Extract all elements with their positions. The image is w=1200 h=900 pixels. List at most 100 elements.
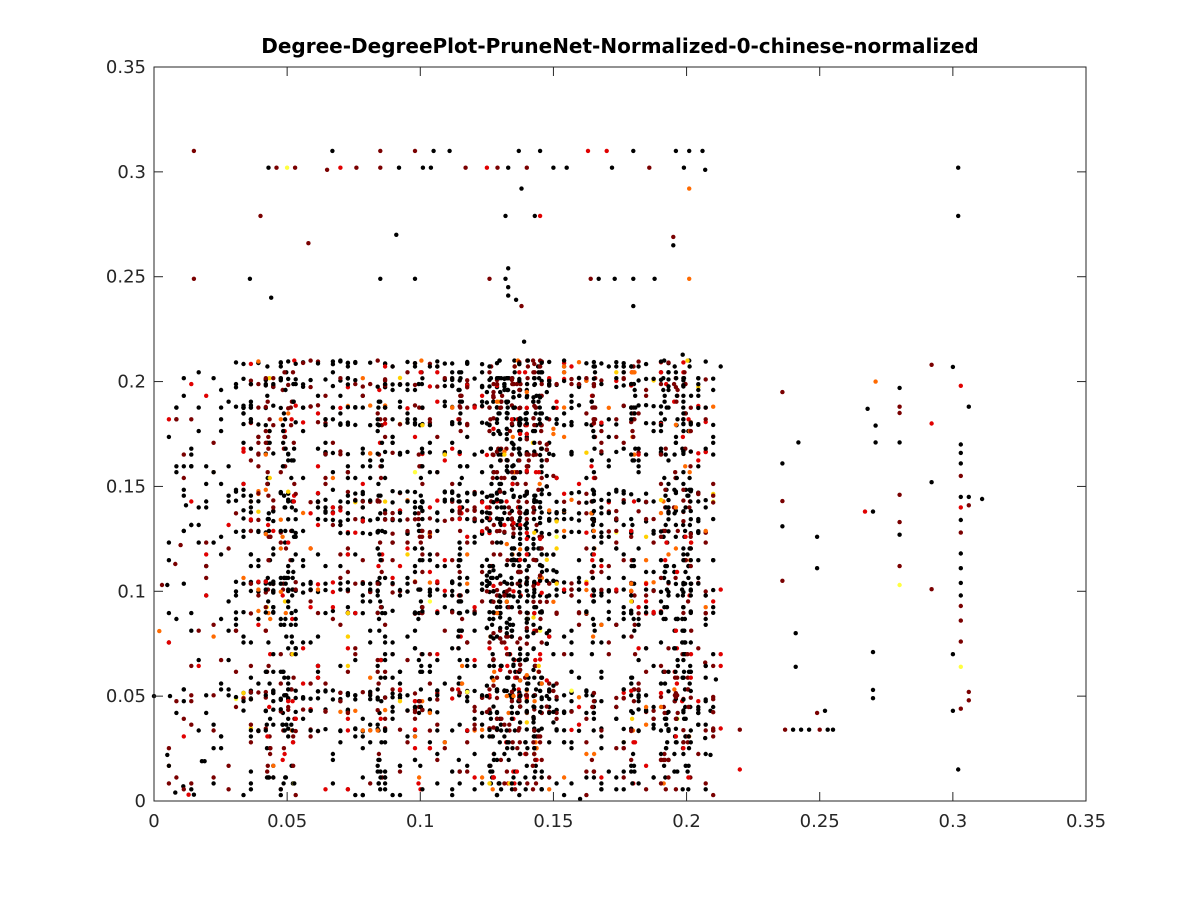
data-point — [672, 687, 677, 692]
data-point — [524, 599, 530, 604]
data-point — [569, 669, 574, 674]
data-point — [534, 522, 539, 528]
data-point — [524, 699, 529, 704]
data-point — [379, 458, 385, 463]
data-point — [181, 699, 186, 704]
data-point — [599, 675, 604, 680]
data-point — [703, 540, 708, 545]
data-point — [494, 587, 500, 593]
data-point — [643, 704, 649, 710]
data-point — [484, 165, 490, 170]
data-point — [711, 587, 716, 593]
data-point — [368, 518, 373, 523]
data-point — [737, 727, 742, 732]
data-point — [599, 787, 604, 792]
data-point — [166, 610, 172, 616]
data-point — [442, 628, 447, 633]
data-point — [290, 699, 295, 704]
data-point — [457, 528, 463, 534]
data-point — [711, 376, 716, 381]
data-point — [308, 377, 313, 383]
data-point — [457, 421, 462, 426]
data-point — [958, 505, 963, 510]
data-point — [457, 675, 462, 680]
data-point — [418, 493, 423, 498]
data-point — [696, 422, 701, 427]
data-point — [621, 522, 626, 528]
data-point — [673, 376, 679, 381]
data-point — [688, 531, 693, 537]
data-point — [539, 726, 544, 731]
data-point — [537, 515, 543, 521]
data-point — [211, 746, 216, 751]
data-point — [487, 781, 492, 786]
data-point — [286, 458, 291, 463]
data-point — [688, 420, 693, 426]
data-point — [233, 593, 239, 598]
data-point — [265, 763, 270, 768]
data-point — [282, 540, 288, 545]
data-point — [511, 534, 516, 539]
data-point — [658, 359, 664, 364]
data-point — [427, 669, 433, 674]
data-point — [591, 405, 597, 410]
data-point — [278, 417, 283, 422]
data-point — [547, 359, 552, 365]
data-point — [181, 376, 186, 381]
data-point — [288, 423, 294, 428]
data-point — [419, 358, 424, 363]
data-point — [271, 652, 276, 657]
data-point — [472, 452, 477, 457]
y-tick-label: 0 — [135, 791, 146, 812]
data-point — [517, 362, 522, 367]
data-point — [591, 690, 597, 696]
data-point — [226, 522, 231, 528]
data-point — [509, 787, 515, 792]
data-point — [491, 568, 496, 573]
data-point — [505, 663, 510, 669]
data-point — [282, 675, 287, 680]
data-point — [241, 708, 246, 713]
data-point — [547, 381, 552, 387]
data-point — [711, 605, 716, 610]
data-point — [405, 740, 410, 745]
data-point — [688, 581, 693, 586]
data-point — [505, 516, 511, 522]
data-point — [517, 510, 523, 515]
data-point — [488, 769, 493, 774]
data-point — [569, 423, 574, 428]
data-point — [544, 484, 549, 489]
data-point — [506, 266, 511, 271]
data-point — [503, 276, 508, 281]
data-point — [569, 628, 574, 633]
data-point — [532, 775, 537, 780]
data-point — [531, 631, 536, 636]
data-point — [517, 446, 522, 451]
data-point — [531, 693, 536, 699]
data-point — [658, 589, 664, 594]
data-point — [718, 587, 723, 592]
data-point — [584, 693, 589, 698]
data-point — [382, 378, 388, 383]
data-point — [523, 775, 528, 780]
data-point — [458, 599, 464, 604]
data-point — [966, 698, 971, 703]
data-point — [688, 428, 693, 434]
data-point — [491, 583, 496, 589]
data-point — [569, 640, 574, 645]
data-point — [685, 652, 690, 657]
data-point — [293, 709, 298, 715]
data-point — [293, 652, 298, 657]
data-point — [629, 405, 634, 410]
data-point — [491, 631, 496, 636]
data-point — [524, 673, 529, 678]
data-point — [511, 463, 516, 468]
data-point — [636, 364, 641, 369]
data-point — [211, 728, 216, 733]
data-point — [181, 493, 186, 498]
data-point — [780, 389, 785, 395]
data-point — [491, 704, 496, 709]
data-point — [539, 775, 544, 780]
data-point — [666, 517, 671, 522]
data-point — [696, 393, 701, 398]
